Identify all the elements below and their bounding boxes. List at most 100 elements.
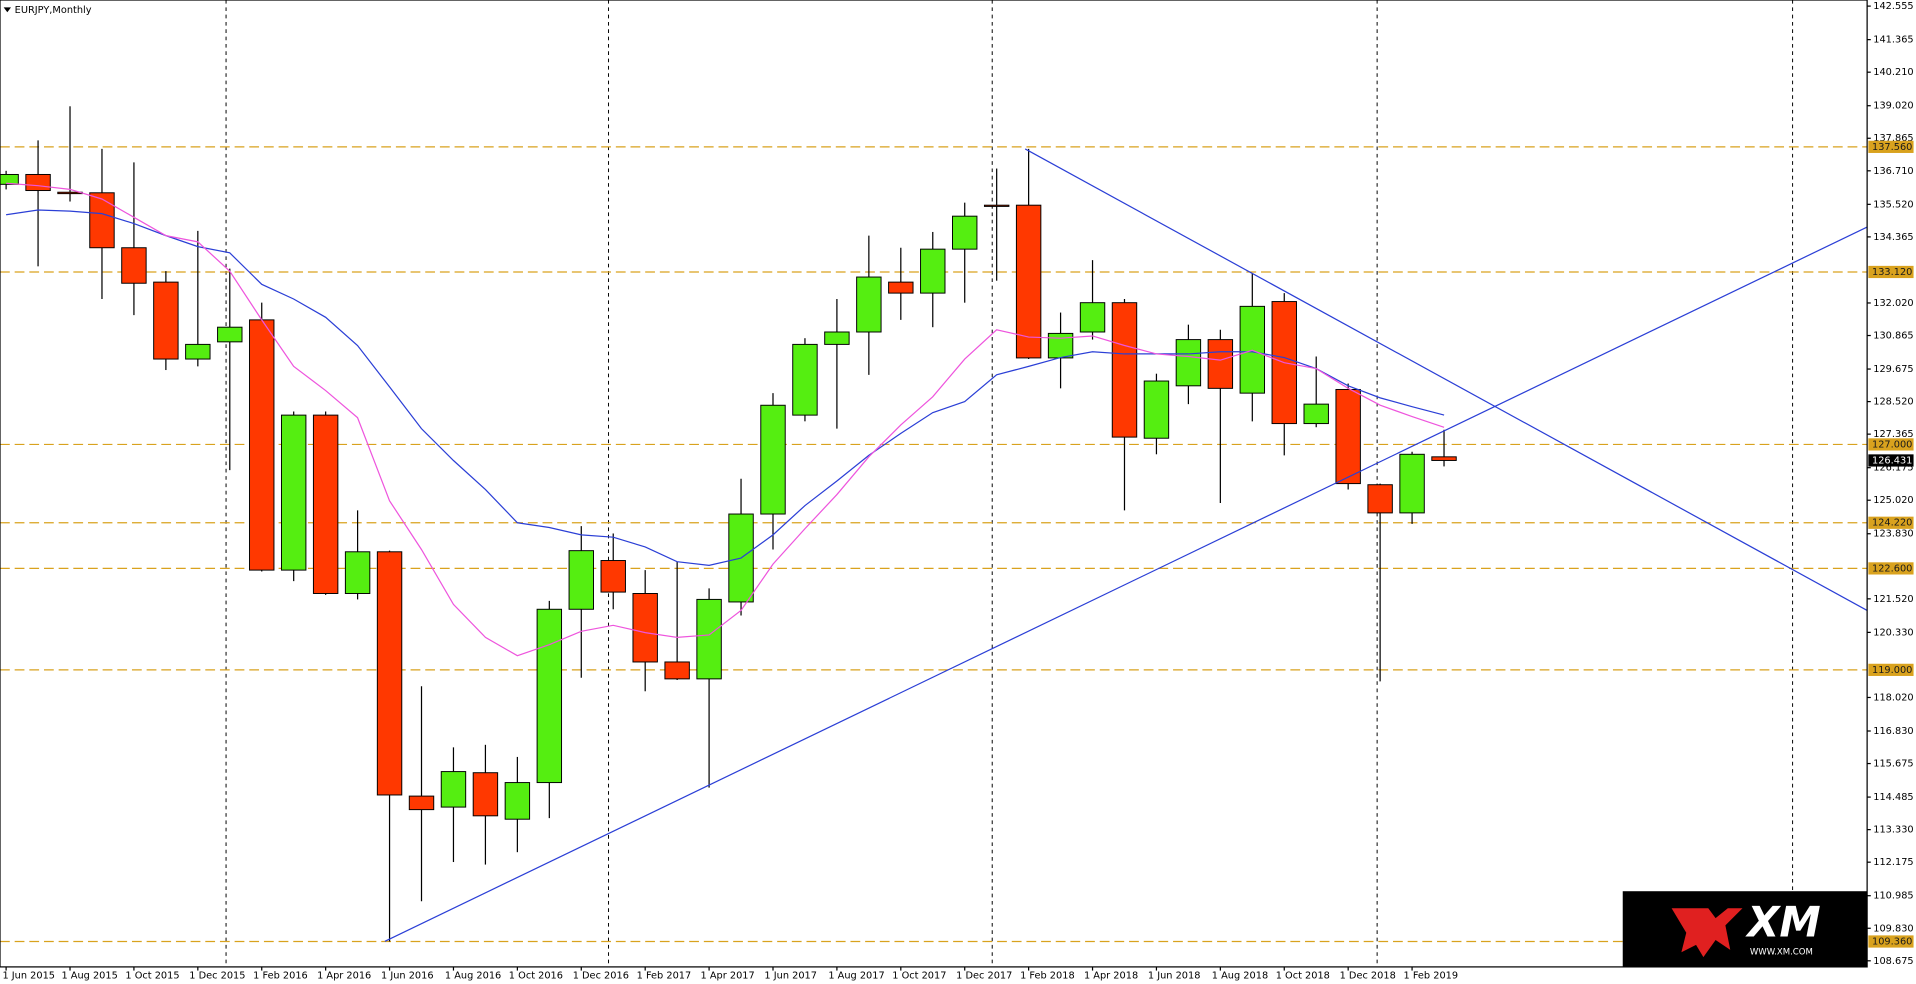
x-tick-label: 1 Jun 2018	[1148, 970, 1201, 981]
candle-body	[1111, 302, 1138, 438]
x-tick-label: 1 Apr 2017	[701, 970, 755, 981]
period-separators	[225, 0, 1794, 967]
watermark: XM WWW.XM.COM	[1622, 891, 1868, 967]
watermark-box	[1622, 891, 1868, 967]
candles	[0, 106, 1457, 942]
y-tick-label: 142.555	[1873, 1, 1913, 12]
trend-lines	[384, 148, 1868, 942]
level-label-box	[1868, 935, 1914, 948]
y-tick-label: 130.865	[1873, 331, 1913, 342]
y-tick-label: 123.830	[1873, 529, 1913, 540]
x-tick-label: 1 Apr 2016	[317, 970, 371, 981]
candle-body	[952, 215, 978, 250]
moving-average	[6, 182, 1445, 657]
candle-body	[153, 281, 179, 360]
level-label-box	[1868, 663, 1914, 676]
current-price-box	[1868, 454, 1914, 467]
candle-body	[25, 173, 51, 192]
level-label: 133.120	[1872, 267, 1912, 278]
candle-body	[1303, 403, 1329, 425]
y-tick-label: 135.520	[1873, 199, 1913, 210]
chart-title: EURJPY,Monthly	[15, 5, 92, 16]
moving-averages	[6, 182, 1445, 657]
y-tick-label: 113.330	[1873, 825, 1913, 836]
candle-body	[1367, 484, 1393, 514]
x-tick-label: 1 Dec 2018	[1340, 970, 1396, 981]
y-tick-label: 137.865	[1873, 133, 1913, 144]
x-tick-label: 1 Aug 2015	[61, 970, 117, 981]
y-tick-label: 110.985	[1873, 891, 1913, 902]
candle-body	[185, 343, 211, 360]
x-tick-label: 1 Dec 2017	[956, 970, 1012, 981]
y-tick-label: 125.020	[1873, 495, 1913, 506]
candle-body	[568, 550, 594, 610]
level-label-box	[1868, 265, 1914, 279]
y-tick-label: 127.365	[1873, 429, 1913, 440]
candle-body	[1431, 456, 1457, 461]
candle-body	[376, 551, 403, 796]
x-tick-label: 1 Apr 2018	[1084, 970, 1138, 981]
candle-body	[1143, 380, 1170, 439]
candle-body	[983, 204, 1010, 207]
y-tick-label: 128.520	[1873, 397, 1913, 408]
candle-body	[280, 414, 307, 571]
x-tick-label: 1 Aug 2018	[1212, 970, 1268, 981]
y-tick-label: 132.020	[1873, 298, 1913, 309]
x-tick-label: 1 Jun 2015	[2, 970, 55, 981]
candle-body	[600, 560, 626, 593]
candle-body	[249, 319, 275, 571]
y-tick-label: 112.175	[1873, 857, 1913, 868]
candle-body	[1175, 339, 1202, 387]
candle-body	[217, 326, 243, 343]
candle-body	[1015, 204, 1042, 359]
x-tick-label: 1 Oct 2018	[1276, 970, 1330, 981]
candle-body	[856, 276, 882, 333]
x-tick-label: 1 Feb 2016	[253, 970, 308, 981]
x-tick-label: 1 Aug 2017	[828, 970, 884, 981]
x-tick-label: 1 Oct 2015	[125, 970, 179, 981]
level-label-box	[1868, 516, 1914, 529]
y-tick-label: 141.365	[1873, 35, 1913, 46]
current-price-label: 126.431	[1872, 455, 1912, 466]
candle-body	[408, 795, 435, 811]
x-tick-label: 1 Feb 2017	[637, 970, 692, 981]
y-tick-label: 120.330	[1873, 627, 1913, 638]
level-label-box	[1868, 562, 1914, 575]
level-label: 109.360	[1872, 937, 1912, 948]
y-tick-label: 109.830	[1873, 923, 1913, 934]
x-tick-label: 1 Dec 2015	[189, 970, 245, 981]
level-label: 137.560	[1872, 142, 1912, 153]
y-tick-label: 139.020	[1873, 101, 1913, 112]
candle-body	[696, 598, 722, 680]
plot-frame	[0, 0, 1868, 968]
level-label: 124.220	[1872, 518, 1912, 529]
level-label: 119.000	[1872, 665, 1912, 676]
x-tick-label: 1 Jun 2017	[764, 970, 817, 981]
candle-body	[1207, 339, 1234, 389]
candle-body	[344, 551, 371, 594]
candle-body	[888, 281, 914, 294]
x-tick-label: 1 Jun 2016	[381, 970, 434, 981]
y-tick-label: 118.020	[1873, 692, 1913, 703]
x-tick-label: 1 Oct 2017	[892, 970, 946, 981]
candle-body	[536, 608, 563, 784]
candle-body	[632, 593, 658, 663]
x-tick-label: 1 Feb 2019	[1404, 970, 1459, 981]
candle-body	[0, 173, 19, 185]
trend-line	[384, 226, 1868, 942]
candle-body	[440, 771, 467, 808]
watermark-logo	[1671, 908, 1743, 958]
y-tick-label: 129.675	[1873, 364, 1913, 375]
trend-line	[1024, 148, 1868, 611]
candle-body	[1335, 388, 1361, 485]
x-tick-label: 1 Feb 2018	[1020, 970, 1075, 981]
x-tick-label: 1 Dec 2016	[573, 970, 629, 981]
candle-body	[920, 248, 946, 294]
y-tick-label: 134.365	[1873, 232, 1913, 243]
candle-body	[664, 661, 690, 680]
candle-body	[792, 343, 818, 416]
level-label-box	[1868, 438, 1914, 451]
